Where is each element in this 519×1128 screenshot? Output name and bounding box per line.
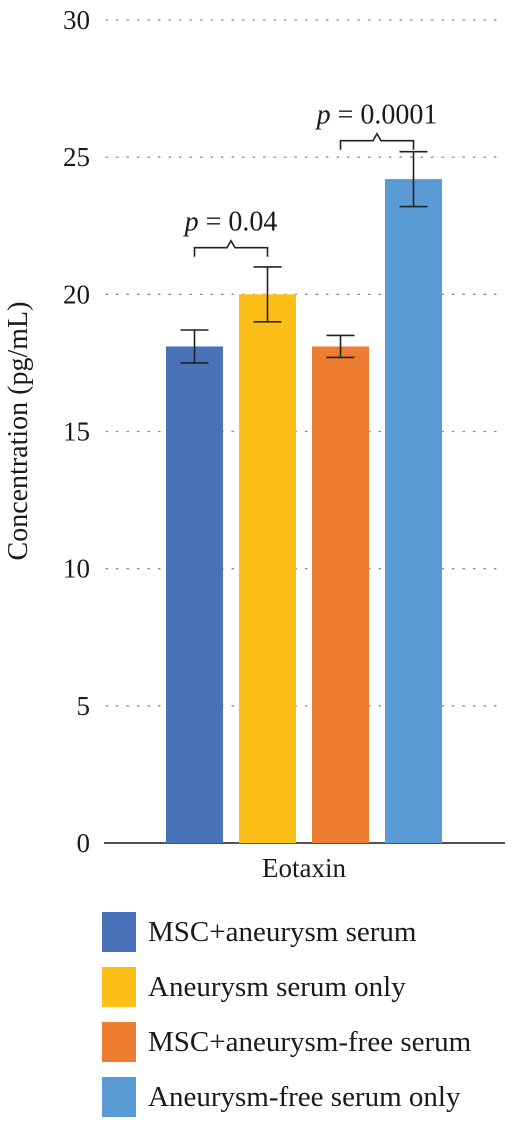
x-tick-label: Eotaxin (262, 853, 346, 883)
y-axis-title: Concentration (pg/mL) (3, 302, 34, 561)
bar-chart: 0 5 10 15 20 25 30 Concentration (pg/mL) Eotaxin… (3, 5, 506, 883)
y-tick-label: 25 (63, 142, 90, 172)
legend-item: MSC+aneurysm serum (102, 912, 416, 952)
legend-label: Aneurysm serum only (148, 971, 406, 1003)
legend-swatch (102, 967, 136, 1007)
bar (239, 294, 296, 843)
legend-label: MSC+aneurysm-free serum (148, 1026, 472, 1058)
y-tick-label: 15 (63, 417, 90, 447)
chart-svg: 0 5 10 15 20 25 30 Concentration (pg/mL) Eotaxin… (3, 5, 506, 883)
bar (166, 346, 223, 843)
legend-item: Aneurysm serum only (102, 967, 406, 1007)
legend-swatch (102, 1077, 136, 1117)
significance-bracket (339, 132, 415, 150)
legend-swatch (102, 912, 136, 952)
p-value-label: p = 0.04 (183, 207, 278, 238)
legend-swatch (102, 1022, 136, 1062)
p-symbol: p (315, 100, 331, 131)
y-tick-label: 5 (77, 691, 91, 721)
significance-bracket (193, 239, 269, 257)
legend-item: MSC+aneurysm-free serum (102, 1022, 471, 1062)
p-value-label: p = 0.0001 (315, 100, 438, 131)
y-tick-label: 30 (63, 5, 90, 35)
legend-label: MSC+aneurysm serum (148, 916, 417, 948)
bar (385, 179, 442, 843)
y-tick-label: 0 (77, 828, 91, 858)
legend-label: Aneurysm-free serum only (148, 1081, 461, 1113)
y-tick-label: 10 (63, 554, 90, 584)
bar (312, 346, 369, 843)
p-value-text: = 0.0001 (331, 100, 438, 131)
y-tick-label: 20 (63, 279, 90, 309)
legend-item: Aneurysm-free serum only (102, 1077, 460, 1117)
p-value-text: = 0.04 (199, 207, 278, 238)
p-symbol: p (183, 207, 199, 238)
